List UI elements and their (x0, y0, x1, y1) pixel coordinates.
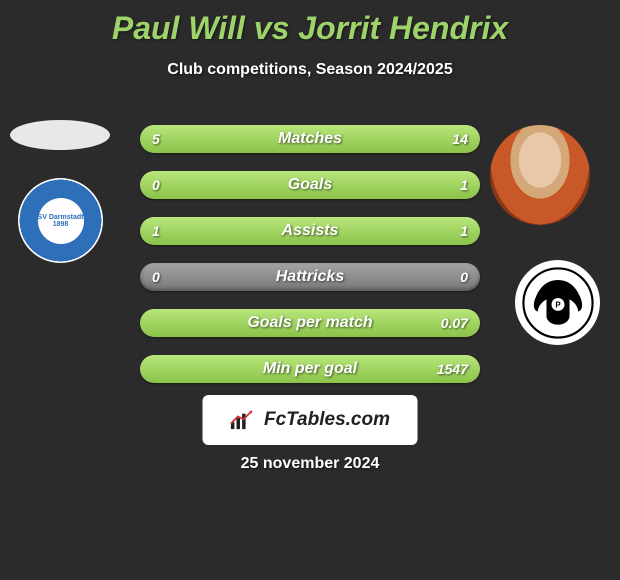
player-left-club-badge: SV Darmstadt 1898 (18, 178, 103, 263)
stat-label: Goals (140, 171, 480, 199)
stat-row: 01Goals (140, 171, 480, 199)
stat-row: 0.07Goals per match (140, 309, 480, 337)
player-left-avatar (10, 120, 110, 150)
stat-row: 1547Min per goal (140, 355, 480, 383)
club-badge-text: SV Darmstadt 1898 (38, 198, 84, 244)
svg-text:P: P (555, 300, 560, 309)
stat-label: Min per goal (140, 355, 480, 383)
stat-label: Hattricks (140, 263, 480, 291)
player-right-avatar (490, 125, 590, 225)
stats-bars: 514Matches 01Goals 11Assists 00Hattricks 0.0… (140, 125, 480, 401)
stat-row: 514Matches (140, 125, 480, 153)
player-right-club-badge: P (515, 260, 600, 345)
stat-row: 11Assists (140, 217, 480, 245)
stat-label: Assists (140, 217, 480, 245)
date-text: 25 november 2024 (0, 455, 620, 473)
stat-label: Matches (140, 125, 480, 153)
stat-label: Goals per match (140, 309, 480, 337)
page-subtitle: Club competitions, Season 2024/2025 (0, 61, 620, 79)
stat-row: 00Hattricks (140, 263, 480, 291)
page-title: Paul Will vs Jorrit Hendrix (0, 0, 620, 47)
branding-text: FcTables.com (264, 409, 390, 431)
eagle-icon: P (522, 267, 594, 339)
chart-icon (230, 409, 258, 431)
branding-box: FcTables.com (203, 395, 418, 445)
